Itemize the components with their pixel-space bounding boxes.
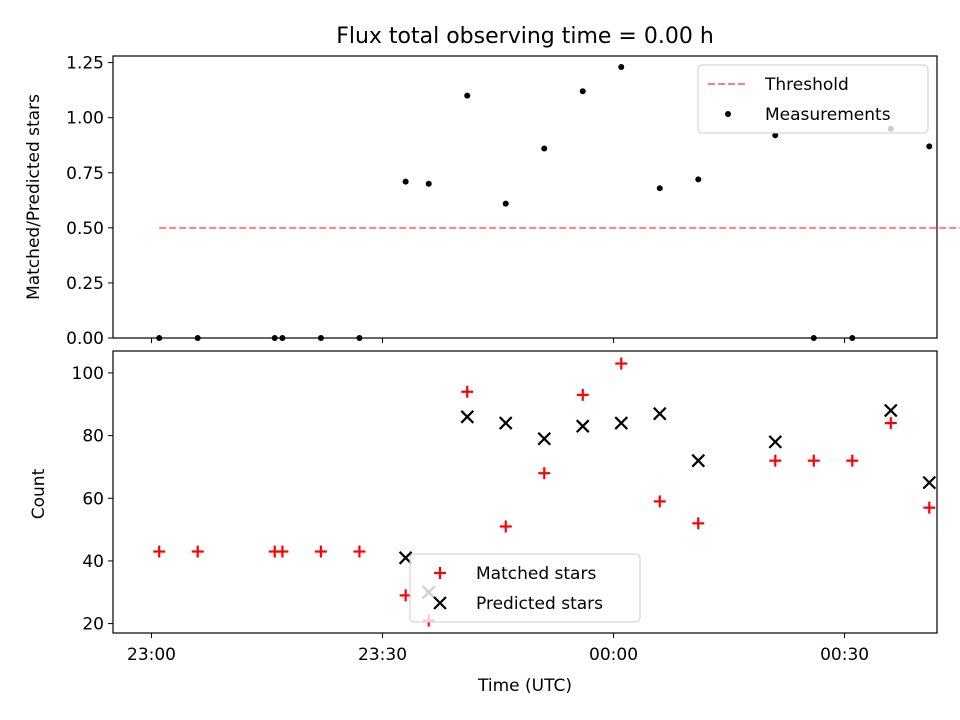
top-y-tick-label: 1.25: [66, 54, 104, 74]
matched-star-point: [191, 545, 204, 558]
measurement-point: [425, 180, 432, 187]
predicted-star-stroke: [398, 551, 413, 565]
matched-star-point: [653, 495, 666, 508]
measurement-point: [695, 176, 702, 183]
matched-star-point: [807, 454, 820, 467]
top-y-tick-label: 1.00: [66, 109, 104, 129]
matched-star-point: [538, 467, 551, 480]
x-tick-label: 23:30: [358, 645, 407, 665]
bottom-y-tick-label: 80: [82, 427, 104, 447]
measurement-point: [810, 335, 817, 341]
matched-star-point: [692, 517, 705, 530]
matched-star-point: [276, 545, 289, 558]
measurement-point: [279, 335, 286, 341]
predicted-star-stroke: [460, 410, 475, 424]
measurement-point: [849, 335, 856, 341]
bottom-y-axis-label: Count: [29, 468, 49, 519]
chart-title: Flux total observing time = 0.00 h: [336, 24, 714, 49]
predicted-star-stroke: [691, 453, 706, 468]
measurement-point: [317, 335, 324, 341]
predicted-star-stroke: [614, 416, 629, 430]
bottom-y-tick-label: 40: [82, 552, 104, 572]
matched-star-point: [923, 501, 936, 514]
x-tick-label: 00:30: [820, 645, 869, 665]
predicted-star-stroke: [922, 475, 937, 490]
top-y-axis-label: Matched/Predicted stars: [24, 94, 44, 300]
predicted-star-point: [652, 406, 667, 421]
predicted-star-point: [691, 453, 706, 468]
measurement-point: [772, 132, 779, 139]
predicted-legend-marker: [433, 596, 447, 610]
predicted-star-stroke: [498, 416, 513, 430]
top-legend-box: [697, 64, 929, 134]
matched-star-point: [314, 545, 327, 558]
measurement-point: [402, 178, 409, 185]
measurement-point: [464, 92, 471, 99]
top-legend: Threshold Measurements: [697, 64, 929, 134]
predicted-legend-label: Predicted stars: [476, 594, 603, 614]
matched-star-point: [846, 454, 859, 467]
top-y-tick-label: 0.25: [66, 274, 104, 294]
ratio-plot: 0.00 0.25 0.50 0.75 1.00 1.25: [66, 54, 960, 349]
matched-legend-label: Matched stars: [476, 564, 596, 584]
top-y-tick-label: 0.50: [66, 219, 104, 239]
x-tick-label: 00:00: [589, 645, 638, 665]
matched-star-point: [499, 520, 512, 533]
predicted-star-point: [768, 435, 783, 449]
top-plot-frame: [112, 55, 938, 339]
measurement-point: [926, 143, 933, 150]
predicted-star-point: [884, 403, 898, 418]
bottom-legend: Matched stars Predicted stars: [409, 553, 641, 623]
matched-star-point: [153, 545, 166, 558]
measurement-point: [618, 64, 625, 71]
x-tick-label: 23:00: [127, 645, 176, 665]
matched-star-point: [884, 417, 897, 430]
predicted-star-stroke: [652, 406, 667, 421]
matched-star-point: [461, 385, 474, 398]
top-y-tick-label: 0.00: [66, 329, 104, 349]
predicted-star-point: [537, 431, 552, 446]
top-y-tick-label: 0.75: [66, 164, 104, 184]
measurement-point: [356, 335, 363, 341]
bottom-y-tick-label: 20: [82, 615, 104, 635]
bottom-plot-frame: [112, 350, 938, 634]
measurement-point: [271, 335, 278, 341]
bottom-legend-box: [409, 553, 641, 623]
matched-star-point: [615, 357, 628, 370]
measurement-point: [579, 88, 586, 95]
measurement-point: [194, 335, 201, 341]
measurement-point: [156, 335, 163, 341]
predicted-star-point: [460, 410, 475, 424]
predicted-star-point: [614, 416, 629, 430]
bottom-y-tick-label: 60: [82, 489, 104, 509]
count-plot: 2040608010023:0023:3000:0000:3001:0001:3…: [72, 350, 938, 665]
predicted-star-point: [575, 419, 590, 433]
matched-star-point: [353, 545, 366, 558]
measurement-point: [502, 200, 509, 207]
measurement-point: [541, 145, 548, 152]
threshold-legend-label: Threshold: [764, 75, 849, 95]
measurement-point: [656, 185, 663, 192]
predicted-star-point: [498, 416, 513, 430]
measurements-legend-label: Measurements: [765, 105, 891, 125]
measurements-legend-marker: [725, 111, 731, 117]
matched-star-point: [769, 454, 782, 467]
predicted-star-point: [922, 475, 937, 490]
predicted-star-stroke: [884, 403, 898, 418]
matched-legend-marker: [434, 567, 446, 579]
predicted-star-stroke: [768, 435, 783, 449]
predicted-star-stroke: [575, 419, 590, 433]
matched-star-point: [576, 388, 589, 401]
bottom-y-tick-label: 100: [72, 364, 104, 384]
x-axis-label: Time (UTC): [477, 676, 572, 696]
predicted-star-stroke: [537, 431, 552, 446]
